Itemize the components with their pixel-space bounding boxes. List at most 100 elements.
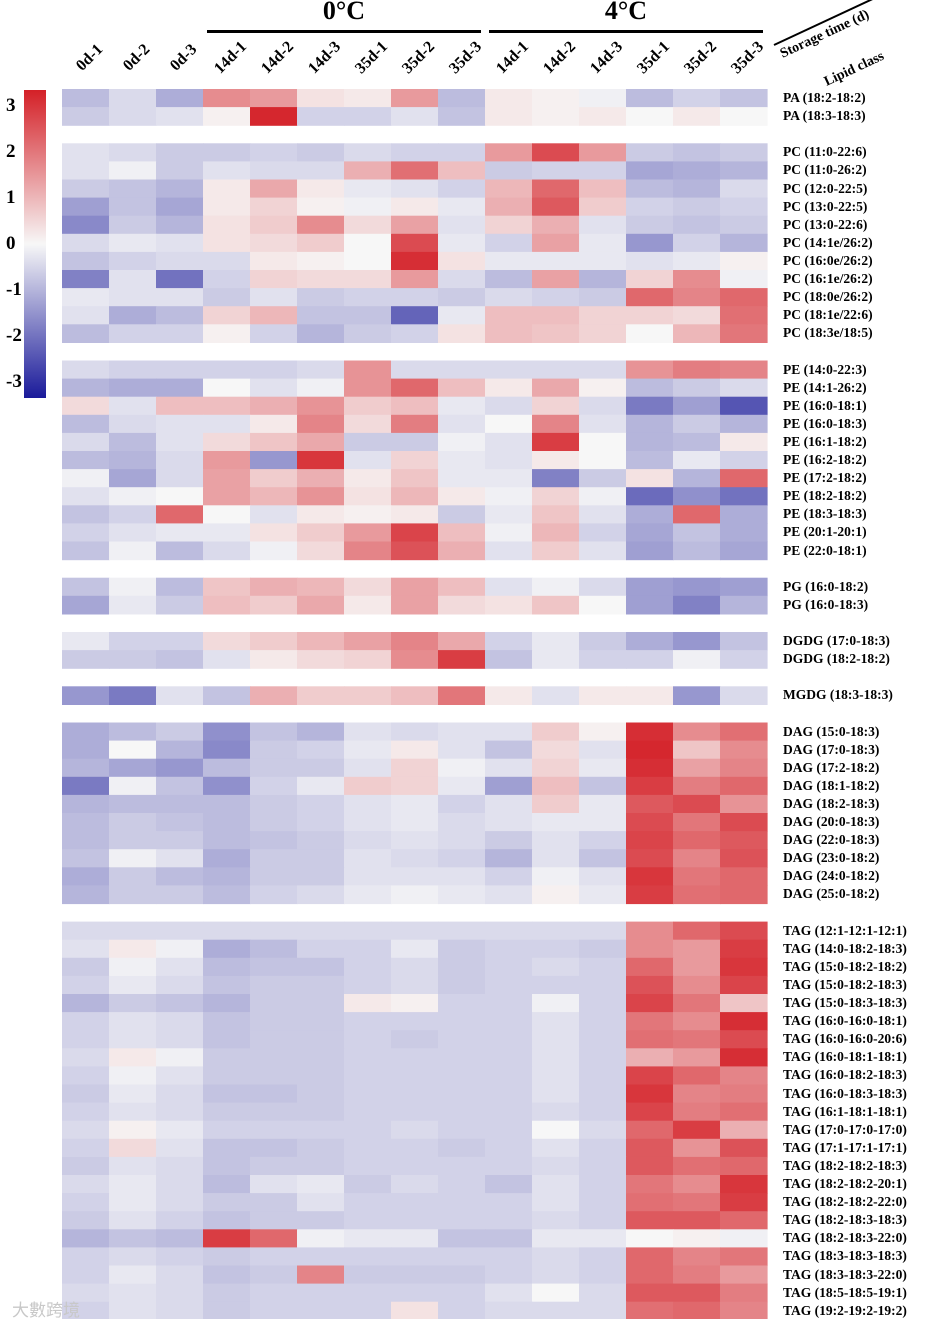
heatmap-cell xyxy=(626,939,674,959)
heatmap-cell xyxy=(109,469,157,488)
heatmap-cell xyxy=(579,1120,627,1140)
heatmap-cell xyxy=(579,541,627,561)
heatmap-cell xyxy=(626,1012,674,1031)
heatmap-cell xyxy=(62,197,110,217)
heatmap-cell xyxy=(391,632,439,651)
heatmap-cell xyxy=(438,233,486,253)
heatmap-cell xyxy=(391,831,439,850)
heatmap-cell xyxy=(62,432,110,452)
heatmap-cell xyxy=(391,1283,439,1303)
heatmap-cell xyxy=(626,541,674,561)
heatmap-cell xyxy=(156,396,204,416)
heatmap-cell xyxy=(673,1048,721,1067)
heatmap-cell xyxy=(579,1156,627,1176)
heatmap-cell xyxy=(579,89,627,108)
heatmap-cell xyxy=(156,1012,204,1031)
heatmap-cell xyxy=(579,1030,627,1049)
heatmap-cell xyxy=(720,161,768,181)
heatmap-cell xyxy=(250,89,298,108)
heatmap-cell xyxy=(626,867,674,886)
row-label: DAG (15:0-18:3) xyxy=(783,723,880,739)
heatmap-cell xyxy=(532,161,580,181)
heatmap-cell xyxy=(720,1030,768,1049)
heatmap-cell xyxy=(344,414,392,434)
heatmap-cell xyxy=(109,451,157,470)
heatmap-cell xyxy=(579,867,627,886)
heatmap-cell xyxy=(485,1030,533,1049)
heatmap-cell xyxy=(532,1138,580,1158)
heatmap-cell xyxy=(156,776,204,796)
heatmap-cell xyxy=(62,396,110,416)
row-label: PC (11:0-22:6) xyxy=(783,144,867,160)
heatmap-cell xyxy=(109,1066,157,1086)
heatmap-cell xyxy=(344,541,392,561)
heatmap-cell xyxy=(203,233,251,253)
heatmap-cell xyxy=(579,577,627,597)
heatmap-cell xyxy=(673,1301,721,1319)
heatmap-cell xyxy=(579,251,627,271)
heatmap-cell xyxy=(673,794,721,814)
heatmap-cell xyxy=(203,1283,251,1303)
heatmap-cell xyxy=(156,722,204,742)
heatmap-cell xyxy=(109,251,157,271)
heatmap-cell xyxy=(438,414,486,434)
heatmap-cell xyxy=(626,849,674,868)
heatmap-cell xyxy=(485,270,533,289)
heatmap-cell xyxy=(156,288,204,307)
heatmap-cell xyxy=(626,794,674,814)
heatmap-cell xyxy=(438,686,486,705)
heatmap-cell xyxy=(297,414,345,434)
heatmap-cell xyxy=(438,451,486,470)
heatmap-cell xyxy=(391,1138,439,1158)
heatmap-cell xyxy=(626,270,674,289)
heatmap-cell xyxy=(626,143,674,162)
heatmap-cell xyxy=(579,197,627,217)
heatmap-cell xyxy=(532,270,580,289)
heatmap-cell xyxy=(720,813,768,832)
heatmap-cell xyxy=(297,1048,345,1067)
heatmap-cell xyxy=(579,776,627,796)
heatmap-cell xyxy=(438,1229,486,1248)
heatmap-cell xyxy=(438,107,486,126)
heatmap-cell xyxy=(203,650,251,669)
heatmap-cell xyxy=(156,939,204,959)
heatmap-cell xyxy=(438,161,486,181)
heatmap-cell xyxy=(250,161,298,181)
heatmap-cell xyxy=(203,1066,251,1086)
heatmap-cell xyxy=(438,1193,486,1212)
heatmap-cell xyxy=(720,1247,768,1267)
heatmap-cell xyxy=(109,1175,157,1194)
heatmap-cell xyxy=(626,1283,674,1303)
heatmap-cell xyxy=(532,251,580,271)
heatmap-cell xyxy=(579,179,627,199)
heatmap-cell xyxy=(62,233,110,253)
heatmap-cell xyxy=(720,776,768,796)
heatmap-cell xyxy=(532,523,580,543)
row-label: PC (18:3e/18:5) xyxy=(783,325,873,341)
heatmap-cell xyxy=(438,179,486,199)
heatmap-cell xyxy=(62,414,110,434)
heatmap-cell xyxy=(438,1102,486,1122)
heatmap-cell xyxy=(344,1229,392,1248)
heatmap-cell xyxy=(344,432,392,452)
heatmap-cell xyxy=(62,251,110,271)
heatmap-cell xyxy=(156,107,204,126)
colorbar-tick-label: -2 xyxy=(6,325,22,346)
heatmap-cell xyxy=(344,1193,392,1212)
heatmap-cell xyxy=(673,867,721,886)
heatmap-cell xyxy=(673,1283,721,1303)
heatmap-cell xyxy=(344,487,392,506)
heatmap-cell xyxy=(485,1012,533,1031)
heatmap-cell xyxy=(62,523,110,543)
row-label: PC (12:0-22:5) xyxy=(783,180,868,196)
heatmap-cell xyxy=(344,161,392,181)
heatmap-cell xyxy=(391,1012,439,1031)
row-label: TAG (18:3-18:3-18:3) xyxy=(783,1248,907,1264)
heatmap-cell xyxy=(579,1102,627,1122)
heatmap-cell xyxy=(720,794,768,814)
row-label: TAG (16:0-16:0-18:1) xyxy=(783,1013,907,1029)
heatmap-cell xyxy=(250,1120,298,1140)
row-label: PE (17:2-18:2) xyxy=(783,470,867,486)
heatmap-cell xyxy=(344,1301,392,1319)
heatmap-cell xyxy=(344,740,392,760)
